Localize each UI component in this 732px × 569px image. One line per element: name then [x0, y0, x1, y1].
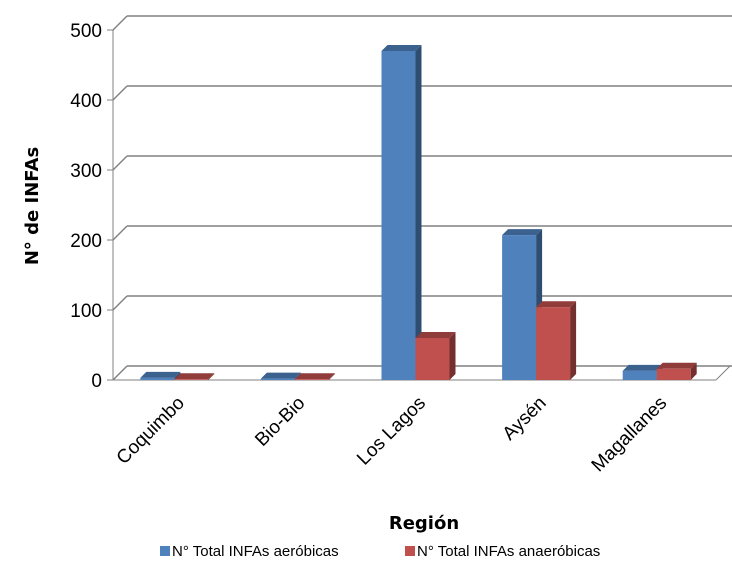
bar-top — [502, 229, 543, 236]
bar-side — [690, 362, 697, 380]
y-tick-label: 200 — [70, 231, 102, 252]
bar-top — [174, 373, 215, 380]
bar — [656, 362, 697, 380]
bar-front — [140, 377, 175, 380]
bar — [140, 371, 181, 380]
bar — [174, 373, 215, 380]
bar-front — [174, 379, 209, 380]
bar-side — [208, 373, 215, 380]
bars — [140, 45, 697, 380]
x-category-label: Coquimbo — [113, 393, 189, 469]
floor-right-edge — [715, 365, 731, 381]
gridline-diagonal — [112, 295, 128, 311]
bar-top — [260, 372, 301, 379]
y-tick-label: 400 — [70, 91, 102, 112]
x-axis-title: Región — [389, 513, 459, 534]
x-category-labels: Coquimbo Bio-Bio Los Lagos Aysén Magallanes — [113, 393, 671, 477]
y-tick-label: 100 — [70, 301, 102, 322]
bar-front — [294, 379, 329, 380]
bar-side — [570, 301, 577, 380]
bar-side — [449, 332, 456, 380]
bar-front — [502, 235, 537, 380]
bar-front — [260, 378, 295, 380]
legend-label-aerobic: N° Total INFAs aeróbicas — [172, 543, 339, 560]
bar — [536, 301, 577, 380]
y-tick-labels: 0 100 200 300 400 500 — [70, 21, 102, 392]
bar-front — [381, 51, 416, 380]
x-category-label: Magallanes — [588, 393, 672, 477]
legend-swatch-anaerobic — [405, 546, 415, 556]
y-axis-title: N° de INFAs — [22, 147, 43, 265]
gridline-diagonal — [112, 155, 128, 171]
bar — [381, 45, 422, 380]
bar-top — [294, 373, 335, 380]
x-category-label: Aysén — [499, 393, 551, 445]
gridline-diagonal — [112, 365, 128, 381]
bar-front — [536, 307, 571, 380]
x-category-label: Los Lagos — [353, 393, 430, 470]
gridline-diagonal — [112, 85, 128, 101]
bar-top — [622, 364, 663, 371]
y-tick-label: 0 — [91, 371, 102, 392]
bar-top — [656, 362, 697, 369]
gridline-diagonal — [112, 15, 128, 31]
bar-front — [656, 368, 691, 380]
y-tick-label: 500 — [70, 21, 102, 42]
bar-top — [381, 45, 422, 51]
x-category-label: Bio-Bio — [251, 393, 309, 451]
bar-side — [415, 45, 422, 380]
legend-swatch-aerobic — [160, 546, 170, 556]
bar-top — [536, 301, 577, 308]
legend: N° Total INFAs aeróbicas N° Total INFAs … — [160, 543, 600, 560]
bar-side — [328, 373, 335, 380]
bar-top — [140, 371, 181, 378]
bar-front — [622, 370, 657, 380]
gridline-diagonal — [112, 225, 128, 241]
bar — [415, 332, 456, 380]
legend-label-anaerobic: N° Total INFAs anaeróbicas — [417, 543, 600, 560]
bar-front — [415, 338, 450, 380]
bar — [294, 373, 335, 380]
y-tick-label: 300 — [70, 161, 102, 182]
bar — [260, 372, 301, 380]
bar-top — [415, 332, 456, 338]
